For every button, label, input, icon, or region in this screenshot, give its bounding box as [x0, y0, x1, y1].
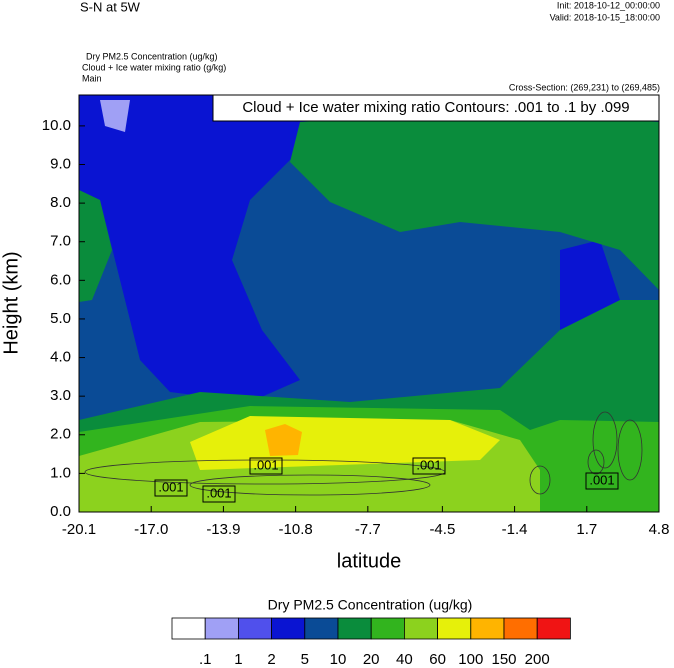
y-tick-label: 9.0 — [50, 155, 71, 172]
colorbar-box — [536, 617, 571, 640]
y-tick-label: 8.0 — [50, 194, 71, 211]
contour-label: .001 — [416, 457, 441, 472]
contour-label: .001 — [589, 472, 614, 487]
y-tick-label: 3.0 — [50, 387, 71, 404]
contour-label-box — [412, 457, 446, 475]
y-tick-label: 7.0 — [50, 233, 71, 250]
y-tick-label: 10.0 — [42, 117, 71, 134]
colorbar-title: Dry PM2.5 Concentration (ug/kg) — [268, 597, 473, 613]
colorbar-label: 150 — [491, 651, 516, 668]
colorbar-label: 200 — [525, 651, 550, 668]
x-tick-label: -1.4 — [502, 521, 528, 538]
colorbar-box — [304, 617, 339, 640]
contour-label: .001 — [253, 457, 278, 472]
y-tick-label: 1.0 — [50, 464, 71, 481]
plot-area: .001 .001 .001 .001 .001 — [79, 95, 659, 512]
y-axis-label: Height (km) — [0, 251, 22, 354]
x-tick-label: -13.9 — [206, 521, 240, 538]
colorbar-label: 5 — [301, 651, 309, 668]
valid-time: Valid: 2018-10-15_18:00:00 — [550, 12, 660, 22]
field-label: Cloud + Ice water mixing ratio (g/kg) — [82, 62, 226, 72]
y-tick-label: 4.0 — [50, 349, 71, 366]
x-tick-label: -20.1 — [62, 521, 96, 538]
cloud-contour — [592, 411, 618, 469]
colorbar-label: 40 — [396, 651, 413, 668]
x-tick-label: -7.7 — [355, 521, 381, 538]
contour-info: Cloud + Ice water mixing ratio Contours:… — [242, 99, 629, 116]
cloud-contour — [529, 465, 551, 495]
colorbar-label: 60 — [429, 651, 446, 668]
colorbar-box — [470, 617, 505, 640]
colorbar-box — [403, 617, 438, 640]
chart-title: S-N at 5W — [80, 0, 141, 14]
field-label: Main — [82, 73, 102, 83]
contour-label: .001 — [158, 479, 183, 494]
x-tick-label: -17.0 — [134, 521, 168, 538]
colorbar-label: .1 — [199, 651, 212, 668]
x-tick-label: 4.8 — [649, 521, 670, 538]
colorbar-box — [337, 617, 372, 640]
colorbar-box — [437, 617, 472, 640]
y-tick-label: 0.0 — [50, 503, 71, 520]
contour-label-box — [202, 485, 236, 503]
y-tick-label: 2.0 — [50, 426, 71, 443]
colorbar-box — [503, 617, 538, 640]
contour-fill — [100, 100, 130, 132]
contour-fill — [79, 95, 330, 402]
contour-label: .001 — [206, 485, 231, 500]
x-tick-label: -4.5 — [429, 521, 455, 538]
init-time: Init: 2018-10-12_00:00:00 — [557, 0, 660, 10]
colorbar-label: 20 — [363, 651, 380, 668]
x-tick-label: -10.8 — [279, 521, 313, 538]
contour-label-box — [249, 457, 283, 475]
contour-label-box — [154, 479, 188, 497]
colorbar-label: 1 — [234, 651, 242, 668]
plot-frame — [78, 94, 660, 513]
colorbar-box — [171, 617, 206, 640]
cross-section: Cross-Section: (269,231) to (269,485) — [509, 82, 660, 92]
colorbar-box — [237, 617, 272, 640]
contour-info-box — [212, 94, 660, 122]
contour-fill — [79, 190, 112, 302]
contour-fill — [290, 112, 659, 290]
colorbar-label: 2 — [267, 651, 275, 668]
y-tick-label: 6.0 — [50, 271, 71, 288]
y-tick-label: 5.0 — [50, 310, 71, 327]
contour-fill — [265, 424, 302, 456]
colorbar-label: 100 — [458, 651, 483, 668]
cloud-contour — [587, 449, 605, 475]
cloud-contour — [617, 419, 643, 481]
x-tick-label: 1.7 — [576, 521, 597, 538]
contour-label-box — [585, 472, 619, 490]
colorbar-box — [271, 617, 306, 640]
cloud-contour — [189, 474, 431, 496]
colorbar-box — [370, 617, 405, 640]
colorbar-box — [204, 617, 239, 640]
x-axis-label: latitude — [337, 550, 402, 572]
colorbar-label: 10 — [330, 651, 347, 668]
field-label: Dry PM2.5 Concentration (ug/kg) — [86, 51, 218, 61]
